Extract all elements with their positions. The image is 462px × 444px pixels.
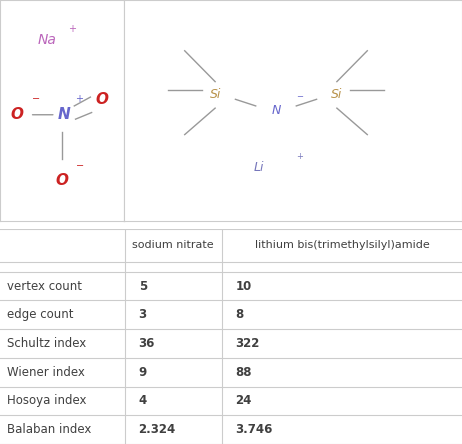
Text: sodium nitrate: sodium nitrate [133,240,214,250]
Text: O: O [11,107,24,122]
Text: 9: 9 [139,366,147,379]
Text: N: N [58,107,71,122]
Text: Si: Si [209,88,221,101]
Text: vertex count: vertex count [7,280,82,293]
Text: O: O [55,174,68,188]
Text: N: N [271,104,281,117]
Text: Balaban index: Balaban index [7,423,91,436]
Text: +: + [75,94,83,104]
Text: 10: 10 [236,280,252,293]
Text: 5: 5 [139,280,147,293]
Text: Si: Si [331,88,342,101]
Text: 322: 322 [236,337,260,350]
Text: 3.746: 3.746 [236,423,273,436]
Text: −: − [76,160,85,170]
Text: 24: 24 [236,394,252,408]
Text: 36: 36 [139,337,155,350]
Text: +: + [68,24,76,34]
Text: Hosoya index: Hosoya index [7,394,86,408]
Text: −: − [296,93,303,102]
Text: Li: Li [254,161,264,174]
Text: Na: Na [37,33,56,47]
Text: +: + [296,152,303,161]
Text: Schultz index: Schultz index [7,337,86,350]
Text: Wiener index: Wiener index [7,366,85,379]
Text: 2.324: 2.324 [139,423,176,436]
Text: 3: 3 [139,308,147,321]
Text: lithium bis(trimethylsilyl)amide: lithium bis(trimethylsilyl)amide [255,240,429,250]
Text: 8: 8 [236,308,244,321]
Text: O: O [95,92,108,107]
Text: 88: 88 [236,366,252,379]
Text: edge count: edge count [7,308,73,321]
Text: −: − [32,94,40,104]
Text: 4: 4 [139,394,147,408]
